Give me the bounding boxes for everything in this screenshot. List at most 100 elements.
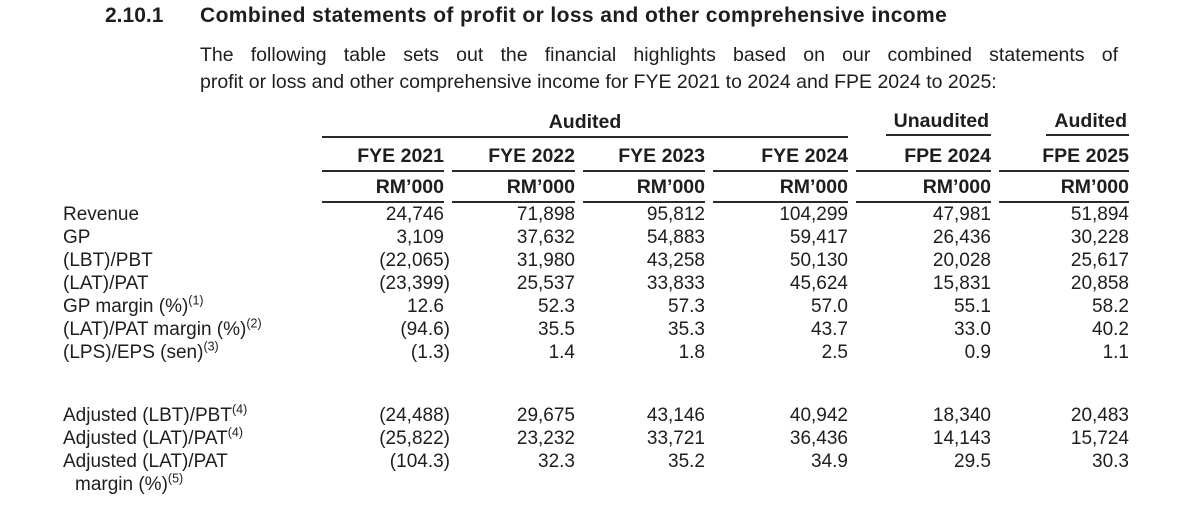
cell-value: 52.3 [538, 296, 575, 317]
column-group-label: Unaudited [885, 110, 991, 136]
table-cell: 40.2 [999, 318, 1129, 341]
table-cell: (23,399) [322, 272, 450, 295]
unit-header: RM’000 [452, 172, 575, 203]
cell-value: (24,488) [379, 405, 450, 426]
row-label-line: Adjusted (LAT)/PAT [63, 451, 228, 472]
row-label-line: (LBT)/PBT [63, 250, 153, 271]
cell-value: 71,898 [516, 204, 575, 225]
table-body: Revenue 24,746 71,898 95,812 104,299 47,981 51… [63, 203, 1129, 496]
table-cell: (94.6) [322, 318, 450, 341]
table-cell: 29,675 [452, 404, 575, 427]
section-heading: 2.10.1 Combined statements of profit or l… [105, 4, 947, 28]
cell-value: 33,833 [646, 273, 705, 294]
column-group-audited: Audited [999, 110, 1129, 138]
cell-value: 43,258 [646, 250, 705, 271]
column-header-fye-2022: FYE 2022 [452, 138, 575, 172]
footnote-ref: (3) [203, 339, 219, 354]
cell-value: 95,812 [646, 204, 705, 225]
table-cell: (24,488) [322, 404, 450, 427]
row-label-line: Revenue [63, 204, 140, 225]
column-group-unaudited: Unaudited [856, 110, 991, 138]
table-cell: 25,537 [452, 272, 575, 295]
cell-value: 58.2 [1092, 296, 1129, 317]
cell-value: 35.2 [668, 451, 705, 472]
cell-value: 40,942 [789, 405, 848, 426]
column-header-fpe-2024: FPE 2024 [856, 138, 991, 172]
column-group-audited: Audited [322, 110, 848, 138]
cell-value: 59,417 [789, 227, 848, 248]
column-header-fpe-2025: FPE 2025 [999, 138, 1129, 172]
cell-value: 1.8 [678, 342, 705, 363]
cell-value: 47,981 [932, 204, 991, 225]
table-cell: (25,822) [322, 427, 450, 450]
table-cell: 57.3 [583, 295, 705, 318]
cell-value: 35.3 [668, 319, 705, 340]
cell-value: 33,721 [646, 428, 705, 449]
table-cell: 35.3 [583, 318, 705, 341]
cell-value: 24,746 [385, 204, 444, 225]
cell-value: 23,232 [516, 428, 575, 449]
table-cell: 37,632 [452, 226, 575, 249]
row-label-line: (LAT)/PAT [63, 273, 149, 294]
cell-value: 20,483 [1070, 405, 1129, 426]
intro-paragraph: The following table sets out the financi… [200, 42, 1118, 95]
cell-value: 25,617 [1070, 250, 1129, 271]
table-cell: 33,721 [583, 427, 705, 450]
table-spacer-row [63, 364, 1129, 404]
table-cell: 1.4 [452, 341, 575, 364]
table-cell: 26,436 [856, 226, 991, 249]
table-cell: 12.6 [322, 295, 444, 318]
table-cell: 54,883 [583, 226, 705, 249]
cell-value: 14,143 [932, 428, 991, 449]
cell-value: 40.2 [1092, 319, 1129, 340]
cell-value: 20,858 [1070, 273, 1129, 294]
table-cell: 95,812 [583, 203, 705, 226]
cell-value: 30.3 [1092, 451, 1129, 472]
table-cell: 58.2 [999, 295, 1129, 318]
table-row: GP margin (%)(1) 12.6 52.3 57.3 57.0 55.1 58.2 [63, 293, 1129, 318]
table-cell: 47,981 [856, 203, 991, 226]
row-label: (LAT)/PAT margin (%)(2) [63, 316, 314, 341]
cell-value: 25,537 [516, 273, 575, 294]
cell-value: 37,632 [516, 227, 575, 248]
table-cell: 34.9 [713, 450, 848, 496]
row-label-line: GP margin (%)(1) [63, 293, 204, 317]
cell-value: 57.0 [811, 296, 848, 317]
intro-line: profit or loss and other comprehensive i… [200, 70, 997, 93]
row-label-line: margin (%)(5) [75, 471, 184, 495]
cell-value: 43,146 [646, 405, 705, 426]
row-label-line: Adjusted (LAT)/PAT(4) [63, 425, 244, 449]
row-label-line: Adjusted (LBT)/PBT(4) [63, 402, 248, 426]
cell-value: 50,130 [789, 250, 848, 271]
table-cell: 43,146 [583, 404, 705, 427]
cell-value: 45,624 [789, 273, 848, 294]
unit-header: RM’000 [583, 172, 705, 203]
cell-value: 31,980 [516, 250, 575, 271]
cell-value: (22,065) [379, 250, 450, 271]
table-cell: 71,898 [452, 203, 575, 226]
table-cell: 36,436 [713, 427, 848, 450]
cell-value: 26,436 [932, 227, 991, 248]
footnote-ref: (4) [231, 402, 248, 417]
table-cell: 25,617 [999, 249, 1129, 272]
column-group-label: Audited [1046, 110, 1129, 136]
footnote-ref: (4) [227, 425, 244, 440]
row-label: GP [63, 226, 314, 249]
table-row: (LAT)/PAT margin (%)(2) (94.6) 35.5 35.3 43.… [63, 316, 1129, 341]
unit-header: RM’000 [322, 172, 444, 203]
cell-value: 32.3 [538, 451, 575, 472]
cell-value: 34.9 [811, 451, 848, 472]
table-cell: (1.3) [322, 341, 450, 364]
row-label: (LPS)/EPS (sen)(3) [63, 339, 314, 364]
cell-value: 54,883 [646, 227, 705, 248]
cell-value: 55.1 [954, 296, 991, 317]
table-cell: 59,417 [713, 226, 848, 249]
cell-value: 20,028 [932, 250, 991, 271]
cell-value: 36,436 [789, 428, 848, 449]
row-label-line: (LAT)/PAT margin (%)(2) [63, 316, 262, 340]
cell-value: (104.3) [389, 451, 450, 472]
table-cell: 52.3 [452, 295, 575, 318]
table-cell: 20,028 [856, 249, 991, 272]
table-row: Adjusted (LAT)/PAT(4) (25,822) 23,232 33,72… [63, 425, 1129, 450]
